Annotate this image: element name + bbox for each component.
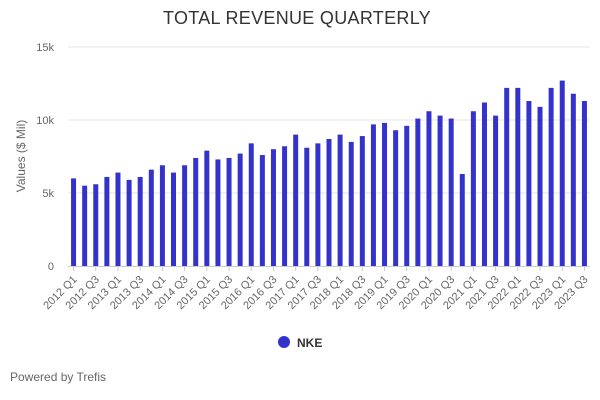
bar[interactable] [159,165,165,266]
bars [71,80,587,267]
bar[interactable] [548,87,554,266]
legend-marker [278,336,290,348]
bar[interactable] [204,150,210,266]
y-tick-label: 0 [48,261,54,273]
bar[interactable] [448,118,454,266]
bar[interactable] [293,134,299,266]
bar[interactable] [282,146,288,266]
y-axis: 0 5k 10k 15k [36,42,54,273]
bar[interactable] [581,101,587,267]
bar[interactable] [470,111,476,267]
bar[interactable] [515,87,521,266]
bar[interactable] [259,155,265,266]
bar[interactable] [104,176,110,266]
bar[interactable] [537,106,543,266]
y-tick-label: 15k [36,42,54,54]
bar[interactable] [493,115,499,267]
bar[interactable] [359,136,365,266]
bar[interactable] [148,169,154,266]
legend-label: NKE [297,336,322,350]
bar[interactable] [393,130,399,266]
bar[interactable] [226,157,232,266]
bar[interactable] [248,143,254,266]
bar[interactable] [337,134,343,266]
chart-title: TOTAL REVENUE QUARTERLY [163,8,431,28]
bar[interactable] [415,118,421,266]
powered-by-credit[interactable]: Powered by Trefis [10,370,107,384]
bar[interactable] [370,124,376,266]
bar[interactable] [426,111,432,267]
bar[interactable] [137,176,143,266]
bar[interactable] [504,87,510,266]
legend[interactable]: NKE [278,336,322,350]
bar[interactable] [93,184,99,266]
bar[interactable] [82,185,88,266]
y-axis-label: Values ($ Mil) [14,120,28,192]
bar[interactable] [71,178,77,266]
bar[interactable] [326,138,332,266]
bar[interactable] [193,157,199,266]
bar[interactable] [171,172,177,266]
bar[interactable] [404,125,410,266]
bar[interactable] [348,141,354,266]
bar[interactable] [559,80,565,266]
bar[interactable] [115,172,121,266]
bar[interactable] [526,101,532,267]
bar[interactable] [237,153,243,266]
y-tick-label: 10k [36,115,54,127]
y-tick-label: 5k [42,188,54,200]
bar[interactable] [437,115,443,267]
bar[interactable] [270,149,276,266]
bar[interactable] [570,93,576,266]
bar[interactable] [459,174,465,266]
bar[interactable] [304,147,310,266]
bar[interactable] [382,122,388,266]
bar[interactable] [126,179,132,266]
bar[interactable] [182,165,188,266]
bar[interactable] [215,159,221,266]
bar[interactable] [481,102,487,266]
bar[interactable] [315,143,321,266]
